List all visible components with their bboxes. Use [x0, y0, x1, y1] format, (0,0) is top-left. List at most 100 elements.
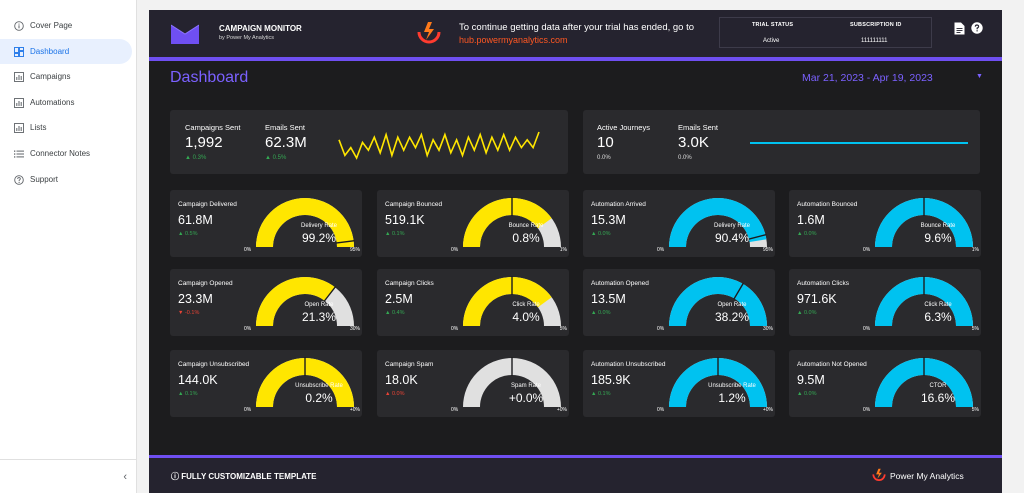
- subscription-status-box: TRIAL STATUS SUBSCRIPTION ID Active 1111…: [719, 17, 932, 48]
- sidebar-item-campaigns[interactable]: Campaigns: [0, 64, 132, 89]
- gauge-min: 0%: [451, 247, 459, 253]
- metric-label: Campaign Bounced: [385, 201, 443, 208]
- gauge-min: 0%: [244, 247, 252, 253]
- metric-label: Campaign Clicks: [385, 280, 434, 287]
- gauge-fill: [875, 198, 973, 247]
- gauge-label: Delivery Rate: [300, 223, 337, 229]
- metric-delta: ▲ 0.0%: [797, 391, 817, 397]
- trial-status-value: Active: [763, 38, 780, 44]
- metric-card: Automation Opened 13.5M ▲ 0.0% Open Rate 38.…: [583, 269, 775, 336]
- gauge-chart: [669, 277, 767, 326]
- sidebar-item-connector-notes[interactable]: Connector Notes: [0, 141, 132, 166]
- metric-label: Automation Arrived: [591, 201, 646, 208]
- sidebar-item-label: Support: [30, 175, 59, 184]
- gauge-min: 0%: [863, 247, 871, 253]
- gauge-fill: [256, 358, 354, 407]
- gauge-min: 0%: [657, 326, 665, 332]
- chart-icon: [14, 97, 24, 108]
- metric-card: Campaign Bounced 519.1K ▲ 0.1% Bounce Rate 0…: [377, 190, 569, 257]
- gauge-max: 30%: [349, 326, 360, 332]
- metric-label: Campaign Opened: [178, 280, 233, 287]
- sidebar-item-cover-page[interactable]: Cover Page: [0, 13, 132, 38]
- summary-panel-automations: Active Journeys 10 0.0% Emails Sent 3.0K…: [583, 110, 980, 174]
- gauge-fill: [256, 277, 336, 326]
- footer-template-text: FULLY CUSTOMIZABLE TEMPLATE: [181, 472, 317, 481]
- gauge-target-marker: [733, 282, 745, 300]
- gauge-fill: [669, 198, 767, 247]
- gauge-value: +0.0%: [508, 391, 544, 405]
- kpi-delta: 0.0%: [597, 155, 611, 161]
- sidebar-item-dashboard[interactable]: Dashboard: [0, 39, 132, 64]
- sidebar-item-automations[interactable]: Automations: [0, 90, 132, 115]
- brand-title: CAMPAIGN MONITOR: [219, 24, 302, 33]
- gauge-max: 5%: [971, 407, 979, 413]
- gauge-chart: [875, 197, 973, 247]
- gauge-fill: [669, 277, 767, 326]
- gauge-chart: [463, 197, 561, 247]
- metric-value: 18.0K: [385, 373, 418, 387]
- metric-label: Campaign Unsubscribed: [178, 361, 250, 368]
- metric-label: Automation Not Opened: [797, 361, 867, 368]
- metric-card: Automation Not Opened 9.5M ▲ 0.0% CTOR 16.6%…: [789, 350, 981, 417]
- metric-value: 519.1K: [385, 213, 425, 227]
- brand-subtitle: by Power My Analytics: [219, 35, 275, 41]
- metric-value: 15.3M: [591, 213, 626, 227]
- metric-value: 13.5M: [591, 292, 626, 306]
- summary-panel-campaigns: Campaigns Sent 1,992 ▲ 0.3% Emails Sent …: [170, 110, 568, 174]
- metric-value: 144.0K: [178, 373, 218, 387]
- kpi-value: 1,992: [185, 134, 223, 151]
- metric-card: Campaign Opened 23.3M ▼ -0.1% Open Rate 21.3…: [170, 269, 362, 336]
- collapse-sidebar-button[interactable]: ‹: [123, 471, 127, 483]
- gauge-track: [463, 358, 561, 407]
- metric-value: 2.5M: [385, 292, 413, 306]
- metric-delta: ▲ 0.4%: [385, 310, 405, 316]
- document-icon[interactable]: [954, 22, 965, 35]
- report-header: CAMPAIGN MONITOR by Power My Analytics T…: [149, 10, 1002, 57]
- gauge-max: 95%: [762, 247, 773, 253]
- metric-card: Automation Bounced 1.6M ▲ 0.0% Bounce Rate 9…: [789, 190, 981, 257]
- metric-label: Automation Bounced: [797, 201, 858, 208]
- metric-value: 1.6M: [797, 213, 825, 227]
- gauge-chart: [256, 277, 354, 326]
- trial-link[interactable]: hub.powermyanalytics.com: [459, 35, 568, 45]
- metric-card: Automation Clicks 971.6K ▲ 0.0% Click Rate 6…: [789, 269, 981, 336]
- report-footer: ⓘ FULLY CUSTOMIZABLE TEMPLATE Power My A…: [149, 458, 1002, 493]
- gauge-value: 1.2%: [718, 391, 746, 405]
- date-range-picker[interactable]: Mar 21, 2023 - Apr 19, 2023: [802, 72, 933, 84]
- gauge-label: Click Rate: [924, 302, 952, 308]
- metric-card: Campaign Delivered 61.8M ▲ 0.5% Delivery Ra…: [170, 190, 362, 257]
- metric-value: 9.5M: [797, 373, 825, 387]
- footer-template-note: ⓘ FULLY CUSTOMIZABLE TEMPLATE: [171, 472, 317, 481]
- gauge-label: Bounce Rate: [920, 223, 956, 229]
- page-title: Dashboard: [170, 69, 249, 86]
- sidebar-item-lists[interactable]: Lists: [0, 115, 132, 140]
- gauge-min: 0%: [244, 326, 252, 332]
- gauge-chart: [875, 357, 973, 407]
- header-divider: [149, 57, 1002, 61]
- metric-delta: ▲ 0.0%: [591, 231, 611, 237]
- chevron-down-icon[interactable]: ▼: [976, 73, 983, 80]
- gauge-max: 1%: [559, 247, 567, 253]
- sidebar-item-label: Campaigns: [30, 72, 71, 81]
- chart-icon: [14, 122, 24, 133]
- help-icon[interactable]: [971, 22, 983, 34]
- sidebar-item-label: Connector Notes: [30, 149, 91, 158]
- gauge-value: 21.3%: [301, 310, 337, 324]
- trial-status-header: TRIAL STATUS: [752, 22, 794, 28]
- gauge-value: 4.0%: [512, 310, 540, 324]
- kpi-delta: ▲ 0.5%: [265, 155, 287, 161]
- gauge-max: +0%: [349, 407, 360, 413]
- kpi-label: Campaigns Sent: [185, 123, 241, 132]
- gauge-value: 16.6%: [920, 391, 956, 405]
- sidebar-item-label: Dashboard: [30, 47, 70, 56]
- gauge-fill: [463, 198, 552, 247]
- gauge-min: 0%: [657, 407, 665, 413]
- metric-label: Automation Opened: [591, 280, 649, 287]
- emails-sent-sparkline: [338, 131, 540, 160]
- sidebar-item-support[interactable]: Support: [0, 167, 132, 192]
- metric-delta: ▲ 0.0%: [797, 310, 817, 316]
- campaign-monitor-logo: [171, 24, 199, 44]
- gauge-label: Unsubscribe Rate: [708, 383, 756, 389]
- metric-delta: ▲ 0.1%: [178, 391, 198, 397]
- emails-sent-sparkline-flat: [750, 142, 968, 144]
